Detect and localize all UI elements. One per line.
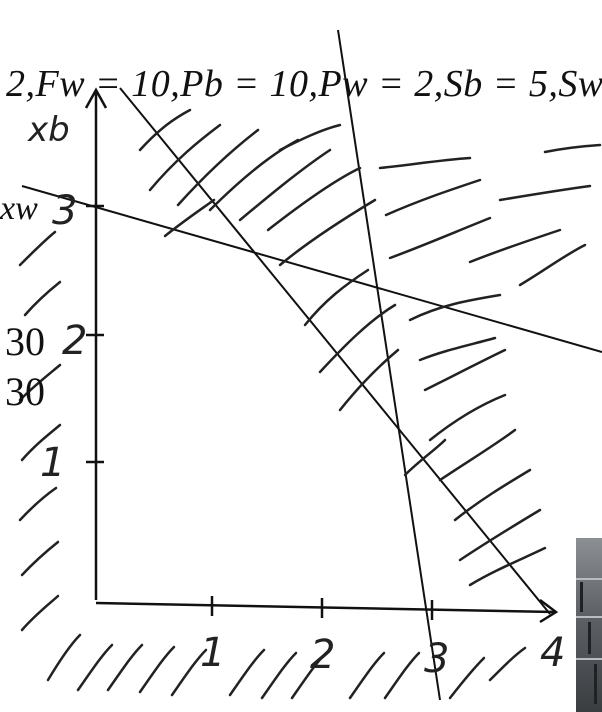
constraint-line-steep	[337, 29, 441, 701]
x-axis-side-label: xw	[0, 190, 38, 227]
x-axis	[95, 601, 556, 614]
x-tick-2-label: 2	[310, 632, 336, 678]
x-axis-arrow	[539, 599, 559, 624]
parameter-equation: 2,Fw = 10,Pb = 10,Pw = 2,Sb = 5,Sw =	[6, 63, 602, 105]
stray-label-30-upper: 30	[5, 319, 45, 364]
video-thumbnail	[576, 538, 602, 712]
infeasible-hatching	[18, 108, 602, 700]
y-tick-1-label: 1	[40, 440, 66, 486]
x-tick-4-label: 4	[540, 630, 566, 676]
y-tick-3-label: 3	[52, 188, 78, 234]
stray-label-30-lower: 30	[5, 369, 45, 414]
x-tick-1-label: 1	[200, 630, 226, 676]
x-tick-3-label: 3	[424, 636, 450, 682]
y-axis-label: xb	[28, 110, 70, 150]
constraint-line-shallow	[21, 185, 602, 353]
constraint-line-diagonal	[119, 87, 551, 615]
y-tick-2-label: 2	[62, 318, 88, 364]
y-axis-arrow	[84, 87, 108, 109]
